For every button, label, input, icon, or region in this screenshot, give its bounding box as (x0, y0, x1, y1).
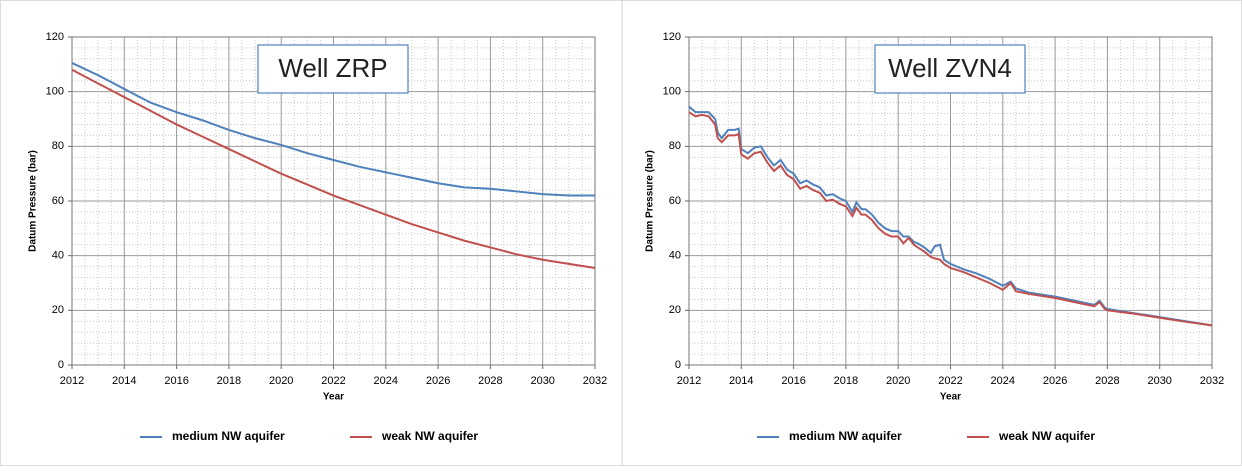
chart: 0 20 40 60 80 100 120 2012 2014 2016 2018 2020 2022 2… (28, 31, 608, 443)
x-tick-label: 2022 (321, 375, 345, 387)
y-tick-label: 20 (52, 304, 64, 316)
x-tick-label: 2028 (478, 375, 502, 387)
x-tick-label: 2026 (426, 375, 450, 387)
x-tick-label: 2026 (1043, 375, 1067, 387)
y-tick-label: 100 (46, 86, 64, 98)
x-axis-title: Year (940, 392, 961, 403)
y-tick-label: 0 (675, 359, 681, 371)
x-tick-label: 2018 (217, 375, 241, 387)
y-tick-label: 20 (669, 304, 681, 316)
x-tick-label: 2028 (1095, 375, 1119, 387)
y-tick-label: 80 (52, 140, 64, 152)
x-tick-label: 2024 (991, 375, 1015, 387)
x-tick-label: 2020 (269, 375, 293, 387)
y-tick-label: 80 (669, 140, 681, 152)
x-tick-label: 2016 (781, 375, 805, 387)
x-tick-label: 2032 (1200, 375, 1224, 387)
x-tick-label: 2014 (729, 375, 753, 387)
chart: 0 20 40 60 80 100 120 2012 2014 2016 2018 2020 2022 2… (645, 31, 1225, 443)
x-tick-label: 2022 (938, 375, 962, 387)
plot-border (71, 36, 596, 366)
legend-text: weak NW aquifer (381, 429, 478, 443)
x-tick-label: 2016 (164, 375, 188, 387)
y-tick-label: 40 (669, 250, 681, 262)
x-tick-label: 2014 (112, 375, 136, 387)
legend-text: weak NW aquifer (998, 429, 1095, 443)
x-tick-label: 2030 (530, 375, 554, 387)
y-tick-label: 120 (663, 31, 681, 43)
chart-title: Well ZRP (278, 53, 387, 83)
data-line (688, 111, 1213, 327)
legend-text: medium NW aquifer (172, 429, 285, 443)
x-tick-label: 2020 (886, 375, 910, 387)
y-tick-label: 0 (58, 359, 64, 371)
y-axis-title: Datum Pressure (bar) (28, 150, 39, 252)
y-tick-label: 60 (52, 195, 64, 207)
y-tick-label: 60 (669, 195, 681, 207)
data-line (71, 62, 595, 197)
data-line (71, 68, 596, 269)
y-axis-title: Datum Pressure (bar) (645, 150, 656, 252)
y-tick-label: 120 (46, 31, 64, 43)
x-tick-label: 2012 (677, 375, 701, 387)
y-tick-label: 100 (663, 86, 681, 98)
x-tick-label: 2030 (1147, 375, 1171, 387)
title-box (257, 44, 409, 94)
plot-border (688, 36, 1213, 366)
x-tick-label: 2024 (374, 375, 398, 387)
x-tick-label: 2012 (60, 375, 84, 387)
chart-title: Well ZVN4 (888, 53, 1012, 83)
x-axis-title: Year (323, 392, 344, 403)
x-tick-label: 2032 (583, 375, 607, 387)
title-box (874, 44, 1026, 94)
y-tick-label: 40 (52, 250, 64, 262)
x-tick-label: 2018 (834, 375, 858, 387)
data-line (688, 105, 1213, 327)
legend-text: medium NW aquifer (789, 429, 902, 443)
